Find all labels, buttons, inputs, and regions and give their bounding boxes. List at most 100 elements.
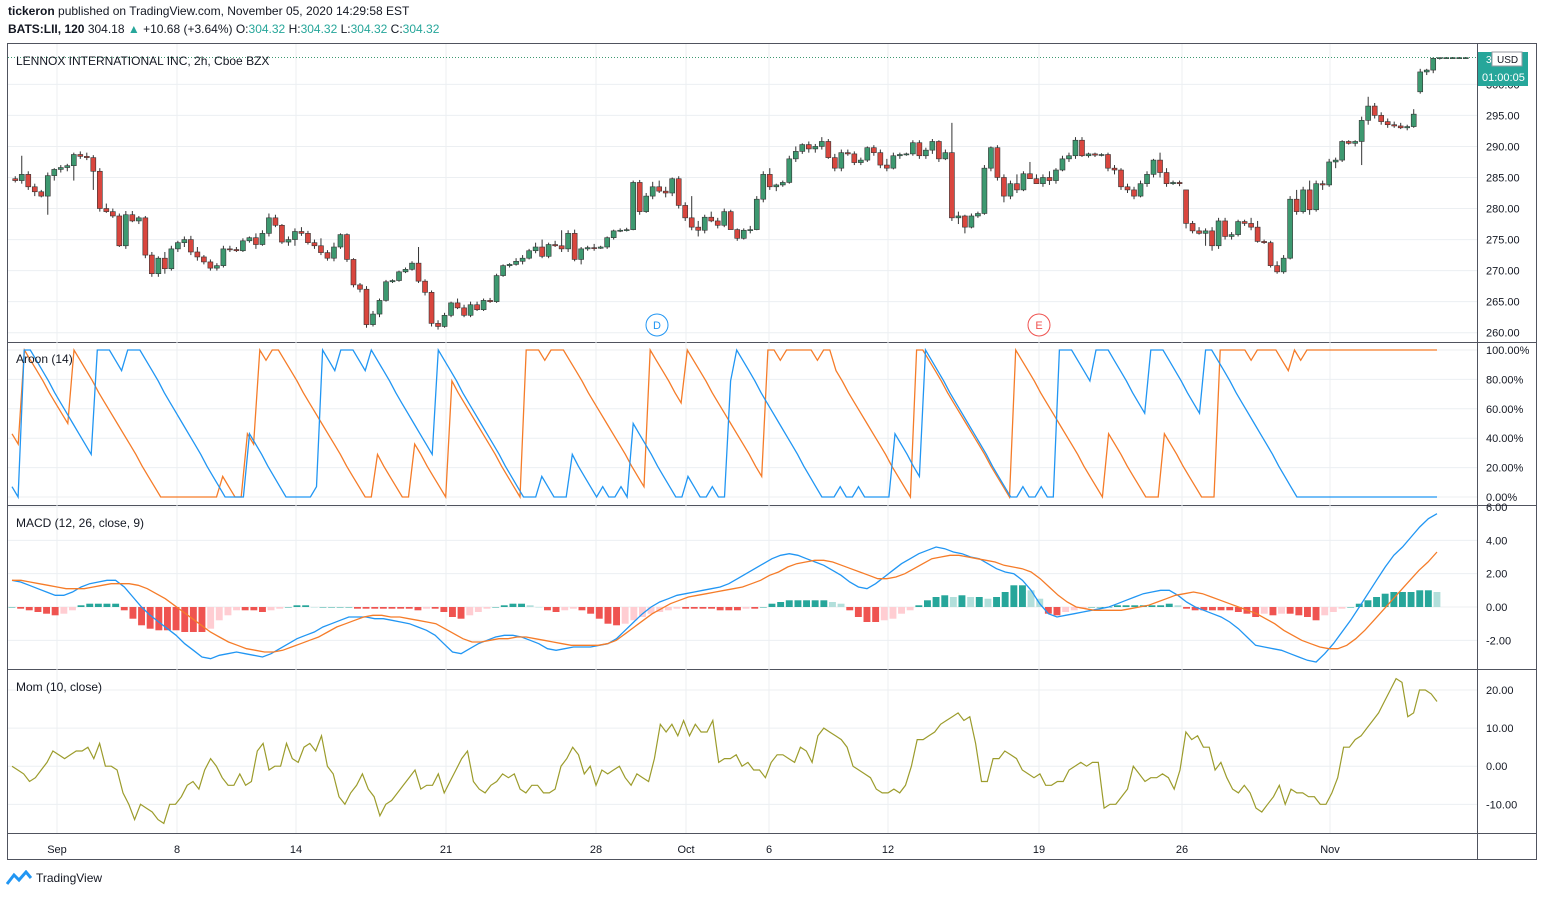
candle <box>1378 112 1384 125</box>
macd-histogram-bar <box>854 607 862 617</box>
candle <box>597 245 604 249</box>
candle <box>845 149 851 156</box>
candle <box>552 240 558 248</box>
candle <box>1306 180 1313 215</box>
macd-histogram-bar <box>1321 607 1329 616</box>
macd-histogram-bar <box>932 597 940 607</box>
candle-body <box>779 182 786 186</box>
macd-histogram-bar <box>1364 600 1372 607</box>
candle <box>337 233 344 249</box>
candle-body <box>1111 167 1118 171</box>
macd-histogram-bar <box>958 595 966 607</box>
candle <box>994 145 1001 181</box>
aroon-tick-label: 80.00% <box>1486 374 1524 386</box>
candle-body <box>1352 141 1358 144</box>
publisher-name[interactable]: tickeron <box>8 4 55 18</box>
aroon-tick-label: 100.00% <box>1486 345 1530 357</box>
tradingview-logo[interactable]: TradingView <box>6 870 102 886</box>
candle-body <box>422 280 428 293</box>
macd-histogram-bar <box>1329 607 1337 612</box>
candle-body <box>12 178 19 181</box>
candle <box>441 312 448 328</box>
macd-histogram-bar <box>94 603 102 607</box>
candle <box>923 147 929 159</box>
macd-histogram-bar <box>673 607 681 609</box>
macd-histogram-bar <box>34 607 42 612</box>
candle-body <box>240 240 246 252</box>
macd-histogram-bar <box>388 607 396 609</box>
close-label: C: <box>390 22 403 36</box>
candle <box>129 211 136 223</box>
macd-histogram-bar <box>1338 607 1346 609</box>
macd-histogram-bar <box>1019 585 1026 607</box>
candle <box>311 239 318 249</box>
candle-body <box>214 265 220 269</box>
macd-histogram-bar <box>1157 605 1165 607</box>
candle-body <box>584 247 591 250</box>
macd-histogram-bar <box>975 597 983 607</box>
candle-body <box>454 302 461 309</box>
macd-histogram-bar <box>898 607 905 614</box>
candle <box>753 196 760 231</box>
candle-body <box>396 271 402 281</box>
candle <box>259 230 266 246</box>
macd-histogram-bar <box>863 607 871 622</box>
candle-body <box>1105 154 1111 169</box>
macd-histogram-bar <box>829 602 836 607</box>
candle-body <box>415 262 422 282</box>
candle-body <box>1144 174 1150 184</box>
macd-histogram-bar <box>820 600 828 607</box>
macd-histogram-bar <box>146 607 154 629</box>
candle-body <box>962 215 968 228</box>
candle <box>1358 116 1365 166</box>
candle-body <box>656 186 662 192</box>
price-tick-label: 285.00 <box>1486 172 1520 184</box>
macd-histogram-bar <box>310 607 318 608</box>
macd-histogram-bar <box>423 607 430 609</box>
macd-tick-label: 6.00 <box>1486 502 1507 514</box>
macd-histogram-bar <box>207 607 215 629</box>
candle <box>805 141 812 153</box>
macd-histogram-bar <box>1278 607 1285 614</box>
candle-body <box>1027 173 1033 180</box>
candle-body <box>103 208 110 212</box>
candle-body <box>344 234 350 260</box>
candle-body <box>1449 57 1456 59</box>
candle-body <box>467 304 474 316</box>
candle <box>266 213 272 237</box>
candle <box>766 168 773 190</box>
candle-body <box>409 262 415 270</box>
macd-histogram-bar <box>1209 607 1216 611</box>
tradingview-brand: TradingView <box>36 871 103 885</box>
candle <box>962 214 968 234</box>
candle <box>610 229 617 240</box>
candle-body <box>513 260 519 265</box>
aroon-tick-label: 0.00% <box>1486 492 1517 504</box>
candle-body <box>526 250 532 259</box>
macd-histogram-bar <box>777 602 785 607</box>
candle <box>350 258 357 288</box>
candle <box>1189 220 1196 234</box>
candle <box>871 145 877 156</box>
candle-body <box>545 244 552 257</box>
candle <box>103 203 110 213</box>
candle <box>819 137 825 150</box>
candle <box>461 304 467 318</box>
candle-body <box>701 216 708 231</box>
mom-tick-label: -10.00 <box>1486 799 1517 811</box>
candle-body <box>77 154 84 157</box>
candle <box>480 298 487 311</box>
macd-histogram-bar <box>621 607 629 624</box>
macd-histogram-bar <box>708 607 715 609</box>
macd-histogram-bar <box>751 607 759 609</box>
candle <box>591 243 597 251</box>
candle-body <box>1215 220 1222 247</box>
aroon-series-line <box>11 347 1437 500</box>
candle-body <box>1040 177 1046 184</box>
candle-body <box>1046 177 1053 181</box>
macd-histogram-bar <box>267 607 275 611</box>
candle-body <box>890 155 897 169</box>
candle-body <box>812 146 819 150</box>
candle <box>1456 57 1463 59</box>
